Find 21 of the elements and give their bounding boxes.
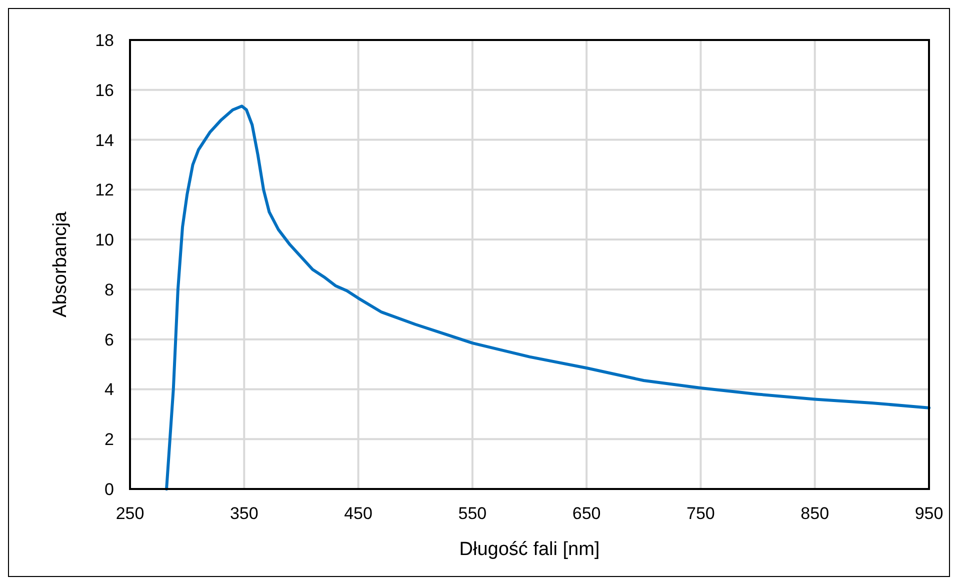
x-tick-label: 950 [914,504,944,523]
y-tick-label: 10 [95,230,114,250]
y-tick-label: 0 [104,480,114,499]
x-tick-label: 650 [572,504,601,523]
x-tick-label: 350 [230,504,258,523]
x-tick-label: 750 [686,504,715,523]
x-tick-label: 850 [800,504,830,523]
y-tick-label: 2 [104,430,114,450]
x-axis-title: Długość fali [nm] [459,539,600,560]
y-tick-label: 18 [95,31,114,50]
x-tick-label: 550 [458,504,487,523]
y-tick-label: 14 [95,130,114,150]
y-tick-label: 8 [104,280,114,300]
x-tick-label: 250 [116,504,144,523]
line-series [165,104,930,490]
x-tick-label: 450 [344,504,372,523]
y-tick-label: 12 [95,180,114,200]
y-axis-title: Absorbancja [50,211,71,318]
y-tick-label: 16 [95,80,114,100]
y-tick-label: 6 [104,330,114,350]
y-tick-label: 4 [104,380,114,400]
